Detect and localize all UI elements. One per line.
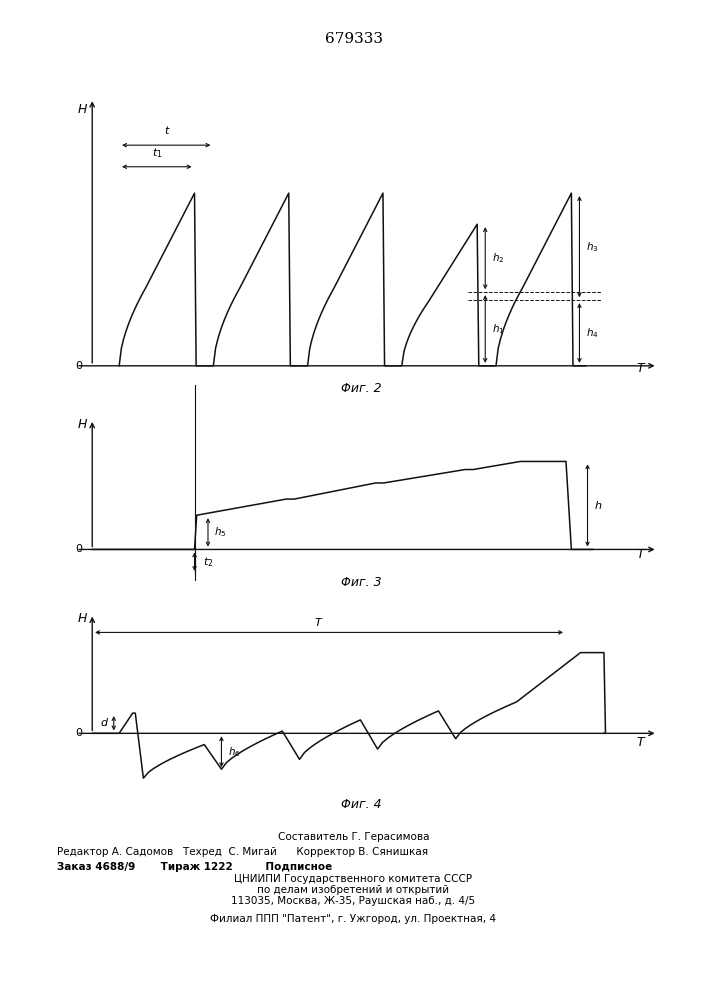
- Text: $h_6$: $h_6$: [228, 745, 240, 759]
- Text: 679333: 679333: [325, 32, 382, 46]
- Text: T: T: [637, 362, 644, 375]
- Text: 0: 0: [75, 361, 82, 371]
- Text: Филиал ППП "Патент", г. Ужгород, ул. Проектная, 4: Филиал ППП "Патент", г. Ужгород, ул. Про…: [211, 914, 496, 924]
- Text: $h_1$: $h_1$: [491, 322, 504, 336]
- Text: H: H: [78, 103, 87, 116]
- Text: $h$: $h$: [594, 499, 602, 511]
- Text: Редактор А. Садомов   Техред  С. Мигай      Корректор В. Сянишкая: Редактор А. Садомов Техред С. Мигай Корр…: [57, 847, 428, 857]
- Text: $h_3$: $h_3$: [586, 240, 599, 254]
- Text: T: T: [315, 618, 322, 628]
- Text: 113035, Москва, Ж-35, Раушская наб., д. 4/5: 113035, Москва, Ж-35, Раушская наб., д. …: [231, 896, 476, 906]
- Text: d: d: [100, 718, 107, 728]
- Text: 0: 0: [75, 544, 82, 554]
- Text: Φиг. 2: Φиг. 2: [341, 382, 382, 395]
- Text: H: H: [78, 418, 87, 431]
- Text: Заказ 4688/9       Тираж 1222         Подписное: Заказ 4688/9 Тираж 1222 Подписное: [57, 862, 332, 872]
- Text: ЦНИИПИ Государственного комитета СССР: ЦНИИПИ Государственного комитета СССР: [235, 874, 472, 884]
- Text: Φиг. 3: Φиг. 3: [341, 576, 382, 589]
- Text: t: t: [164, 126, 168, 136]
- Text: H: H: [78, 612, 87, 625]
- Text: Составитель Г. Герасимова: Составитель Г. Герасимова: [278, 832, 429, 842]
- Text: $h_2$: $h_2$: [491, 251, 504, 265]
- Text: 0: 0: [75, 728, 82, 738]
- Text: $t_1$: $t_1$: [151, 146, 162, 160]
- Text: T: T: [637, 736, 644, 749]
- Text: $h_4$: $h_4$: [586, 326, 599, 340]
- Text: Φиг. 4: Φиг. 4: [341, 798, 382, 811]
- Text: $t_2$: $t_2$: [203, 555, 213, 569]
- Text: $h_5$: $h_5$: [214, 525, 227, 539]
- Text: T: T: [637, 548, 644, 561]
- Text: по делам изобретений и открытий: по делам изобретений и открытий: [257, 885, 450, 895]
